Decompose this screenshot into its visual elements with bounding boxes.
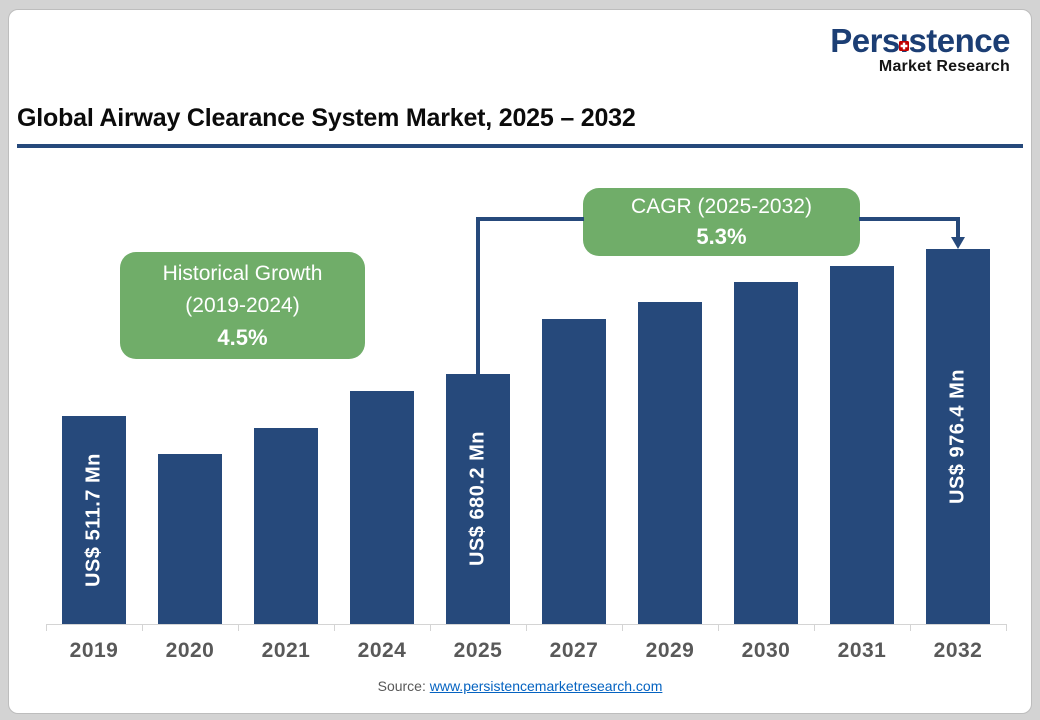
x-axis-tick: [910, 625, 911, 631]
x-axis-label-2031: 2031: [837, 639, 887, 662]
bar-2020: [158, 454, 222, 624]
historical-growth-label: Historical Growth: [162, 261, 323, 285]
x-axis-tick: [1006, 625, 1007, 631]
bar-2030: [734, 282, 798, 624]
x-axis-tick: [142, 625, 143, 631]
x-axis-label-2019: 2019: [69, 639, 119, 662]
brand-tagline: Market Research: [878, 58, 1010, 75]
arrow-down-icon: [951, 237, 965, 249]
bar-2029: [638, 302, 702, 624]
x-axis-tick: [718, 625, 719, 631]
brand-letter-i-glyph: i: [899, 22, 909, 59]
historical-growth-value: 4.5%: [217, 324, 268, 350]
brand-text-pre: Pers: [830, 22, 900, 59]
bar-2032: US$ 976.4 Mn: [926, 249, 990, 624]
historical-growth-period: (2019-2024): [185, 293, 300, 317]
persistence-logo: Persi stence Market Research: [830, 22, 1010, 75]
brand-letter-i: i: [899, 22, 910, 59]
historical-growth-box: Historical Growth (2019-2024) 4.5%: [120, 252, 365, 359]
bar-2027: [542, 319, 606, 624]
x-axis-tick: [814, 625, 815, 631]
x-axis-label-2032: 2032: [933, 639, 983, 662]
x-axis-tick: [334, 625, 335, 631]
bar-value-label-2032: US$ 976.4 Mn: [946, 369, 969, 504]
bar-2019: US$ 511.7 Mn: [62, 416, 126, 624]
connector-line-right: [859, 217, 960, 221]
x-axis-tick: [238, 625, 239, 631]
bar-value-label-2019: US$ 511.7 Mn: [82, 453, 105, 587]
x-axis-label-2024: 2024: [357, 639, 407, 662]
brand-text-post: stence: [908, 22, 1010, 59]
x-axis-label-2021: 2021: [261, 639, 311, 662]
bar-2025: US$ 680.2 Mn: [446, 374, 510, 624]
source-line: Source: www.persistencemarketresearch.co…: [0, 678, 1040, 694]
source-prefix: Source:: [377, 678, 430, 694]
x-axis-label-2025: 2025: [453, 639, 503, 662]
cagr-value: 5.3%: [696, 224, 747, 249]
x-axis-label-2020: 2020: [165, 639, 215, 662]
connector-line-left: [476, 217, 584, 221]
connector-line-to-2032: [956, 217, 960, 238]
bar-chart: US$ 511.7 Mn US$ 680.2 Mn US$ 976.4 Mn: [46, 0, 1007, 624]
brand-text: Persi stence: [830, 22, 1010, 59]
x-axis-tick: [430, 625, 431, 631]
bar-2031: [830, 266, 894, 624]
bar-2024: [350, 391, 414, 624]
cagr-label: CAGR (2025-2032): [631, 195, 812, 218]
source-link[interactable]: www.persistencemarketresearch.com: [429, 678, 663, 694]
page-title: Global Airway Clearance System Market, 2…: [17, 104, 636, 132]
x-axis-line: [46, 624, 1007, 625]
connector-line-from-2025: [476, 217, 480, 375]
cagr-box: CAGR (2025-2032) 5.3%: [583, 188, 860, 256]
x-axis-label-2030: 2030: [741, 639, 791, 662]
x-axis-tick: [526, 625, 527, 631]
bar-2021: [254, 428, 318, 624]
bar-value-label-2025: US$ 680.2 Mn: [466, 431, 489, 567]
x-axis-label-2029: 2029: [645, 639, 695, 662]
x-axis-label-2027: 2027: [549, 639, 599, 662]
x-axis-tick: [46, 625, 47, 631]
medical-cross-icon: [899, 23, 910, 51]
title-underline: [17, 144, 1023, 148]
x-axis-tick: [622, 625, 623, 631]
